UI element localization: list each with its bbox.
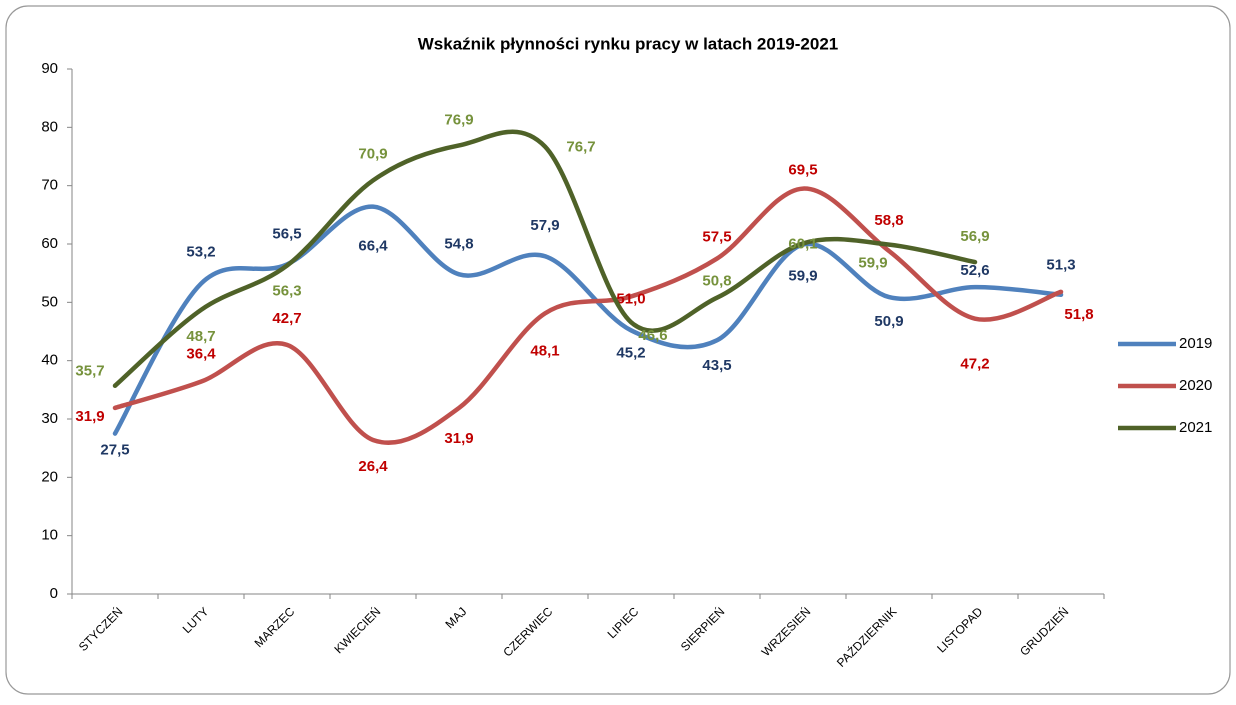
- y-tick-label: 20: [41, 468, 58, 485]
- series-line: [112, 129, 978, 388]
- legend-label: 2020: [1179, 377, 1212, 394]
- data-label: 36,4: [186, 346, 216, 363]
- data-label: 27,5: [100, 442, 129, 459]
- y-tick-label: 10: [41, 527, 58, 544]
- data-label: 46,6: [638, 327, 667, 344]
- legend-label: 2019: [1179, 335, 1212, 352]
- data-label: 76,7: [566, 139, 595, 156]
- y-tick-label: 70: [41, 177, 58, 194]
- legend-label: 2021: [1179, 419, 1212, 436]
- y-tick-label: 80: [41, 118, 58, 135]
- data-label: 45,2: [616, 344, 645, 361]
- data-label: 50,9: [874, 313, 903, 330]
- data-label: 56,5: [272, 225, 301, 242]
- data-label: 56,9: [960, 228, 989, 245]
- y-tick-label: 50: [41, 293, 58, 310]
- data-label: 47,2: [960, 356, 989, 373]
- data-label: 53,2: [186, 244, 215, 261]
- data-label: 57,5: [702, 229, 731, 246]
- y-tick-label: 90: [41, 60, 58, 77]
- data-label: 43,5: [702, 357, 731, 374]
- series-line: [112, 204, 1064, 436]
- data-label: 50,8: [702, 273, 731, 290]
- data-label: 57,9: [530, 217, 559, 234]
- series-line: [112, 186, 1064, 445]
- data-label: 26,4: [358, 458, 388, 475]
- data-label: 35,7: [75, 363, 104, 380]
- y-tick-label: 0: [50, 585, 58, 602]
- data-label: 51,0: [616, 290, 645, 307]
- y-tick-label: 40: [41, 352, 58, 369]
- chart-title: Wskaźnik płynności rynku pracy w latach …: [418, 34, 838, 53]
- data-label: 51,8: [1064, 306, 1093, 323]
- data-label: 59,9: [788, 268, 817, 285]
- data-label: 48,7: [186, 328, 215, 345]
- data-label: 31,9: [444, 430, 473, 447]
- data-label: 58,8: [874, 212, 903, 229]
- y-tick-label: 60: [41, 235, 58, 252]
- data-label: 52,6: [960, 262, 989, 279]
- data-label: 42,7: [272, 310, 301, 327]
- data-label: 56,3: [272, 283, 301, 300]
- data-label: 69,5: [788, 162, 817, 179]
- data-label: 60,1: [788, 235, 817, 252]
- y-tick-label: 30: [41, 410, 58, 427]
- data-label: 66,4: [358, 238, 388, 255]
- data-label: 70,9: [358, 145, 387, 162]
- data-label: 31,9: [75, 408, 104, 425]
- chart-border: [5, 5, 1231, 695]
- data-label: 76,9: [444, 111, 473, 128]
- data-label: 51,3: [1046, 257, 1075, 274]
- data-label: 54,8: [444, 235, 473, 252]
- data-label: 59,9: [858, 255, 887, 272]
- data-label: 48,1: [530, 342, 559, 359]
